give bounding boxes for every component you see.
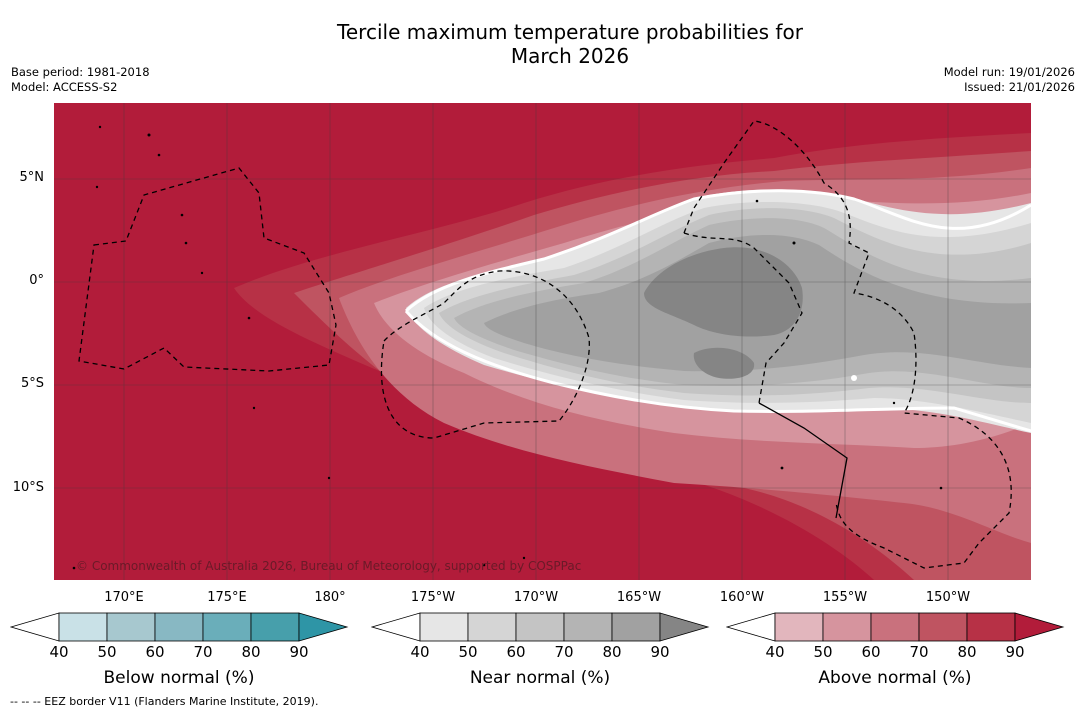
near-tick-70: 70 — [554, 643, 574, 661]
lon-label-170w: 170°W — [513, 590, 559, 605]
below-colorbar-segment-3 — [154, 612, 204, 642]
below-normal-title: Below normal (%) — [103, 668, 255, 688]
near-normal-boundary — [404, 189, 1031, 313]
above-tick-80: 80 — [957, 643, 977, 661]
near-colorbar-segment-3 — [515, 612, 565, 642]
island-markers — [72, 125, 943, 570]
above-normal-title: Above normal (%) — [818, 668, 972, 688]
lon-label-175w: 175°W — [410, 590, 456, 605]
lat-label-10s: 10°S — [12, 480, 44, 495]
eez-borders — [78, 120, 1012, 569]
lon-label-165w: 165°W — [616, 590, 662, 605]
above-tick-70: 70 — [909, 643, 929, 661]
below-colorbar-segment-2 — [106, 612, 156, 642]
near-colorbar-segment-1 — [419, 612, 469, 642]
near-tick-60: 60 — [506, 643, 526, 661]
probability-map: © Commonwealth of Australia 2026, Bureau… — [54, 103, 1031, 580]
near-tick-80: 80 — [602, 643, 622, 661]
chart-title: Tercile maximum temperature probabilitie… — [0, 20, 1085, 68]
near-tick-90: 90 — [650, 643, 670, 661]
lat-label-0: 0° — [29, 273, 44, 288]
near-tick-50: 50 — [458, 643, 478, 661]
eez-footnote: -- -- -- EEZ border V11 (Flanders Marine… — [10, 695, 319, 708]
lat-label-5s: 5°S — [20, 376, 44, 391]
above-colorbar-segment-2 — [822, 612, 872, 642]
meta-right: Model run: 19/01/2026 Issued: 21/01/2026 — [944, 65, 1075, 95]
above-tick-90: 90 — [1005, 643, 1025, 661]
above-colorbar-high-arrow — [1014, 612, 1065, 642]
near-colorbar-segment-5 — [611, 612, 661, 642]
above-colorbar-low-arrow — [726, 612, 776, 642]
below-tick-50: 50 — [97, 643, 117, 661]
model-run: Model run: 19/01/2026 — [943, 65, 1075, 79]
above-colorbar-segment-5 — [966, 612, 1016, 642]
title-line-2: March 2026 — [510, 44, 630, 68]
lon-label-170e: 170°E — [104, 590, 144, 605]
below-tick-40: 40 — [49, 643, 69, 661]
solid-border — [758, 402, 848, 519]
below-colorbar-segment-4 — [202, 612, 252, 642]
below-colorbar-segment-5 — [250, 612, 300, 642]
meta-left: Base period: 1981-2018 Model: ACCESS-S2 — [11, 65, 150, 95]
near-tick-40: 40 — [410, 643, 430, 661]
lat-label-5n: 5°N — [19, 170, 45, 185]
near-90-zone — [644, 247, 803, 337]
near-90-zone-2 — [693, 347, 755, 379]
copyright-notice: © Commonwealth of Australia 2026, Bureau… — [76, 559, 581, 573]
above-colorbar-segment-3 — [870, 612, 920, 642]
above-tick-50: 50 — [813, 643, 833, 661]
map-gridlines — [54, 103, 1031, 580]
below-colorbar-low-arrow — [10, 612, 60, 642]
below-colorbar-segment-1 — [58, 612, 108, 642]
near-colorbar-high-arrow — [659, 612, 710, 642]
below-colorbar-high-arrow — [298, 612, 349, 642]
colorbar-near-normal — [371, 612, 710, 642]
colorbar-below-normal — [10, 612, 349, 642]
above-colorbar-segment-4 — [918, 612, 968, 642]
near-colorbar-low-arrow — [371, 612, 421, 642]
lon-label-150w: 150°W — [925, 590, 971, 605]
near-colorbar-segment-4 — [563, 612, 613, 642]
near-colorbar-segment-2 — [467, 612, 517, 642]
below-tick-70: 70 — [193, 643, 213, 661]
below-tick-90: 90 — [289, 643, 309, 661]
above-colorbar-segment-1 — [774, 612, 824, 642]
base-period: Base period: 1981-2018 — [11, 65, 150, 79]
title-line-1: Tercile maximum temperature probabilitie… — [337, 20, 803, 44]
near-normal-title: Near normal (%) — [469, 668, 611, 688]
near-40-patch — [851, 375, 857, 381]
model-name: Model: ACCESS-S2 — [11, 80, 118, 94]
issued-date: Issued: 21/01/2026 — [964, 80, 1075, 94]
above-tick-40: 40 — [765, 643, 785, 661]
lon-label-175e: 175°E — [207, 590, 247, 605]
lon-label-155w: 155°W — [822, 590, 868, 605]
below-tick-80: 80 — [241, 643, 261, 661]
near-normal-boundary-south — [404, 310, 1031, 433]
colorbar-above-normal — [726, 612, 1065, 642]
above-tick-60: 60 — [861, 643, 881, 661]
lon-label-180: 180° — [314, 590, 346, 605]
below-tick-60: 60 — [145, 643, 165, 661]
lon-label-160w: 160°W — [719, 590, 765, 605]
